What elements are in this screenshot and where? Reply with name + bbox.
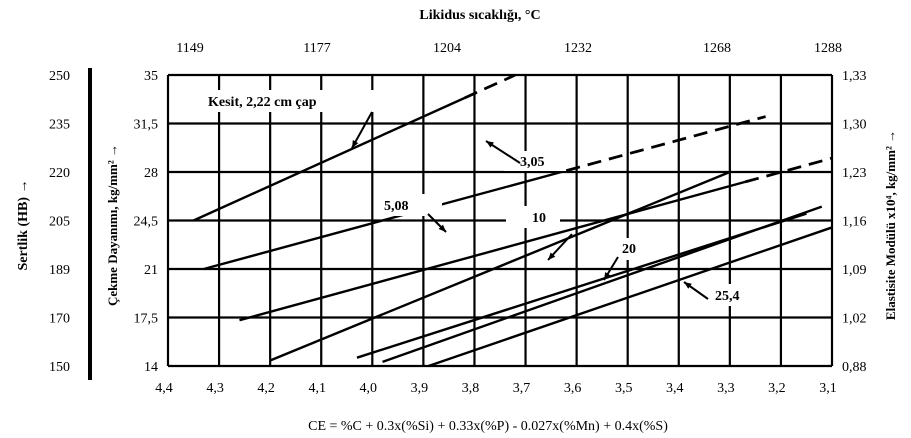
hardness-tick-label: 220 [49,166,70,181]
modulus-tick-label: 1,09 [842,263,867,278]
series-line [428,226,833,368]
grid [166,73,834,368]
top-tick-label: 1177 [303,41,330,56]
modulus-tick-label: 0,88 [842,360,867,375]
annotation-arrowhead [352,140,359,148]
annotation-bg [590,238,646,260]
x-tick-label: 4,4 [155,381,173,396]
annotation-bg [696,284,752,306]
modulus-tick-label: 1,16 [842,215,867,230]
series-line [203,169,567,271]
hardness-tick-label: 250 [49,69,70,84]
x-tick-label: 3,9 [411,381,429,396]
modulus-axis-ticks: 0,88 1,02 1,09 1,16 1,23 1,30 1,33 [842,69,867,375]
chart-title: Likidus sıcaklığı, °C [419,8,540,23]
x-tick-label: 3,7 [513,381,531,396]
top-axis-ticks: 1149 1177 1204 1232 1268 1288 [176,41,842,56]
x-axis-ticks: 4,4 4,3 4,2 4,1 4,0 3,9 3,8 3,7 3,6 3,5 3,4 3,3 3,2 3… [155,381,837,396]
tensile-tick-label: 35 [144,69,158,84]
modulus-tick-label: 1,02 [842,312,867,327]
annotation-bg [376,194,442,216]
top-tick-label: 1232 [564,41,592,56]
tensile-tick-label: 31,5 [134,118,159,133]
x-tick-label: 3,1 [819,381,837,396]
hardness-tick-label: 189 [49,263,70,278]
modulus-axis-label: Elastisite Modülü x10⁴, kg/mm² → [883,130,898,320]
x-tick-label: 3,2 [768,381,786,396]
x-tick-label: 3,8 [462,381,480,396]
hardness-tick-label: 170 [49,312,70,327]
hardness-tick-label: 150 [49,360,70,375]
series-annotation: 25,4 [715,289,740,304]
series-annotation: 3,05 [520,155,545,170]
x-tick-label: 3,3 [717,381,735,396]
tensile-axis-label: Çekme Dayanımı, kg/mm² → [105,144,120,306]
top-tick-label: 1288 [814,41,842,56]
series-line [193,97,465,222]
x-axis-label: CE = %C + 0.3x(%Si) + 0.33x(%P) - 0.027x… [308,419,668,434]
x-tick-label: 4,0 [360,381,378,396]
top-tick-label: 1149 [176,41,203,56]
hardness-tick-label: 205 [49,215,70,230]
modulus-tick-label: 1,23 [842,166,867,181]
series-line [382,205,823,363]
series-annotation: 10 [532,211,546,226]
annotation-arrowhead [604,272,611,280]
top-tick-label: 1204 [433,41,461,56]
tensile-tick-label: 17,5 [134,312,159,327]
tensile-tick-label: 14 [144,360,158,375]
series-line [269,170,731,362]
series-annotation: 20 [622,242,636,257]
tensile-tick-label: 24,5 [134,215,159,230]
annotation-arrowhead [684,282,692,289]
series-line-dashed [744,156,833,184]
annotation-bg [506,206,560,228]
series-line [239,180,746,322]
annotation-arrowhead [486,141,494,148]
top-tick-label: 1268 [703,41,731,56]
hardness-axis-ticks: 150 170 189 205 220 235 250 [49,69,70,375]
annotation-bg [504,151,566,171]
series-annotations: Kesit, 2,22 cm çap 3,05 5,08 10 20 25,4 [198,90,752,306]
x-tick-label: 4,1 [308,381,326,396]
x-tick-label: 4,2 [257,381,275,396]
annotation-bg [198,90,388,112]
tensile-axis-ticks: 14 17,5 21 24,5 28 31,5 35 [134,69,159,375]
x-tick-label: 3,5 [615,381,633,396]
annotation-arrowhead [438,224,446,232]
series-annotation: 5,08 [384,199,409,214]
x-tick-label: 3,6 [564,381,582,396]
x-tick-label: 3,4 [666,381,684,396]
tensile-tick-label: 21 [144,263,158,278]
annotation-arrowhead [548,252,556,260]
modulus-tick-label: 1,33 [842,69,867,84]
hardness-tick-label: 235 [49,118,70,133]
tensile-tick-label: 28 [144,166,158,181]
x-tick-label: 4,3 [206,381,224,396]
series-line-dashed [566,115,766,172]
modulus-tick-label: 1,30 [842,118,867,133]
series-line-dashed [463,73,516,100]
series-lines [193,73,833,368]
series-annotation: Kesit, 2,22 cm çap [208,95,317,110]
hardness-axis-label: Sertlik (HB) → [16,180,31,271]
